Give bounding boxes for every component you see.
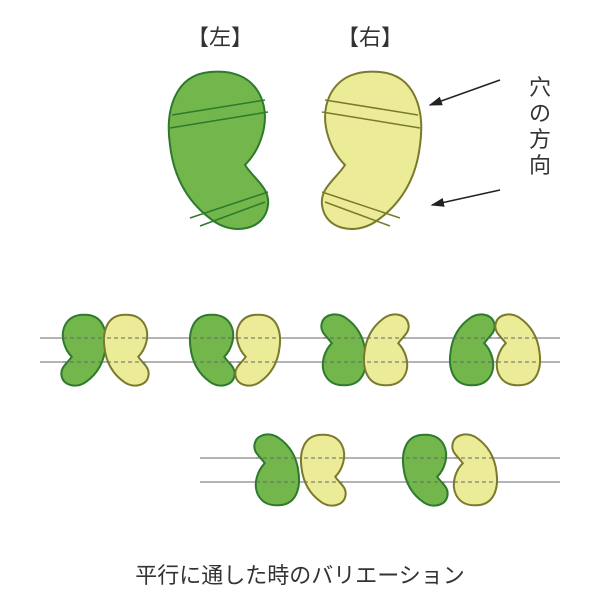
caption-text: 平行に通した時のバリエーション <box>0 558 600 590</box>
hole-direction-char: 方 <box>529 127 551 152</box>
arrow <box>430 80 500 105</box>
yellow-bead <box>301 435 346 506</box>
label-left: 【左】 <box>187 25 253 50</box>
label-right: 【右】 <box>337 25 403 50</box>
green-bead <box>169 72 268 229</box>
arrow <box>432 190 500 205</box>
yellow-bead <box>495 314 540 385</box>
yellow-bead <box>364 314 409 385</box>
green-bead <box>190 315 235 386</box>
hole-direction-char: の <box>529 101 551 126</box>
yellow-bead <box>235 315 280 386</box>
hole-direction-char: 向 <box>529 153 551 178</box>
green-bead <box>61 315 106 386</box>
hole-direction-char: 穴 <box>529 75 551 100</box>
green-bead <box>403 435 448 506</box>
yellow-bead <box>104 315 149 386</box>
yellow-bead <box>452 434 497 505</box>
yellow-bead <box>322 72 421 229</box>
green-bead <box>450 314 495 385</box>
green-bead <box>254 434 299 505</box>
green-bead <box>321 314 366 385</box>
